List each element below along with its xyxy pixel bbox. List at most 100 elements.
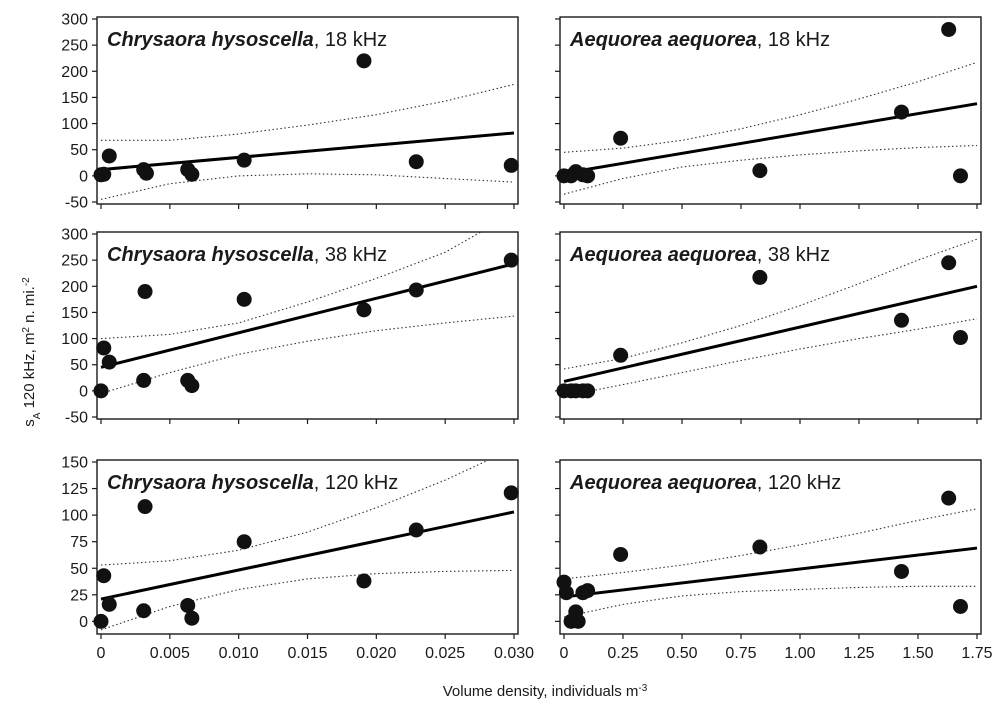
data-point [893,312,909,328]
data-point [184,378,200,394]
data-point [356,302,372,318]
data-point [503,157,519,173]
data-point [136,603,152,619]
y-tick-label: 100 [61,331,88,348]
y-tick-label: 150 [61,90,88,107]
data-point [558,585,574,601]
panel-title: Chrysaora hysoscella, 120 kHz [107,472,398,494]
data-point [96,340,112,356]
panel-title: Chrysaora hysoscella, 38 kHz [107,244,387,266]
x-tick-label: 0.25 [607,645,638,662]
data-point [941,255,957,271]
data-point [752,269,768,285]
confidence-band-upper [100,460,490,566]
y-tick-label: 150 [61,305,88,322]
data-point [408,154,424,170]
x-tick-label: 0.020 [356,645,396,662]
y-axis-label-sup1: 2 [21,327,32,333]
data-point [236,534,252,550]
y-tick-label: 0 [79,168,88,185]
x-axis-label-exponent: -3 [638,683,647,694]
data-point [941,21,957,37]
x-tick-label: 1.00 [784,645,815,662]
regression-line [100,262,515,369]
data-point [101,354,117,370]
x-tick-label: 0.030 [494,645,534,662]
data-point [952,330,968,346]
panel-5: 0 25 50 75 100 125 150 0 0.005 0.010 0.015 0.020 0.0… [61,455,534,663]
data-point [136,372,152,388]
species-name: Aequorea aequorea [569,29,757,51]
data-point [184,166,200,182]
x-tick-label: 0.75 [725,645,756,662]
confidence-band-upper [100,232,482,340]
y-tick-label: 0 [79,614,88,631]
confidence-band-lower [100,569,515,631]
data-point [101,596,117,612]
species-name: Chrysaora hysoscella [107,244,314,266]
data-point [101,148,117,164]
frequency-label: , 38 kHz [757,244,830,266]
x-tick-label: 0 [97,645,106,662]
data-point [570,613,586,629]
data-point [236,291,252,307]
panel-title: Chrysaora hysoscella, 18 kHz [107,29,387,51]
x-tick-label: 0 [560,645,569,662]
x-tick-label: 0.015 [287,645,327,662]
y-tick-label: 300 [61,12,88,29]
y-tick-label: 250 [61,253,88,270]
panel-6: 0 0.25 0.50 0.75 1.00 1.25 1.50 1.75 Aequorea ae… [555,459,993,662]
data-point [408,522,424,538]
data-point [580,383,596,399]
y-tick-label: 250 [61,38,88,55]
confidence-band-upper [101,83,515,141]
plot-area [563,238,978,397]
plot-area [100,83,515,200]
data-point [893,563,909,579]
species-name: Chrysaora hysoscella [107,472,314,494]
regression-line [563,284,978,383]
plot-area [100,460,515,631]
y-tick-label: 125 [61,481,88,498]
data-point [580,583,596,599]
frequency-label: , 18 kHz [757,29,830,51]
confidence-band-lower [563,585,977,618]
x-axis-label: Volume density, individuals m-3 [443,683,648,701]
data-point [138,165,154,181]
data-point [952,599,968,614]
y-tick-label: 50 [70,357,88,374]
y-tick-label: 25 [70,587,88,604]
y-tick-label: -50 [65,195,88,212]
data-point [952,168,968,184]
y-tick-label: 100 [61,116,88,133]
x-tick-label: 0.025 [425,645,465,662]
y-tick-label: 200 [61,64,88,81]
panel-frame [559,231,982,420]
x-axis-label-text: Volume density, individuals m [443,683,639,700]
data-point [503,485,519,501]
data-point [93,383,109,399]
confidence-band-upper [563,238,978,370]
species-name: Aequorea aequorea [569,472,757,494]
data-point [356,53,372,69]
y-tick-label: 75 [70,534,88,551]
y-tick-label: 300 [61,227,88,244]
data-point [96,166,112,182]
regression-line [100,131,515,172]
confidence-band-lower [563,144,978,195]
y-axis-label: sA 120 kHz, m2 n. mi.-2 [21,277,43,427]
data-point [503,252,519,268]
frequency-label: , 18 kHz [314,29,387,51]
x-tick-label: 1.75 [961,645,992,662]
confidence-band-lower [100,173,515,200]
x-tick-label: 1.25 [843,645,874,662]
y-tick-label: 150 [61,455,88,472]
data-point [613,347,629,363]
data-point [752,163,768,179]
frequency-label: , 120 kHz [314,472,398,494]
y-axis-label-mid: n. mi. [21,286,38,327]
confidence-band-upper [563,61,978,153]
frequency-label: , 38 kHz [314,244,387,266]
